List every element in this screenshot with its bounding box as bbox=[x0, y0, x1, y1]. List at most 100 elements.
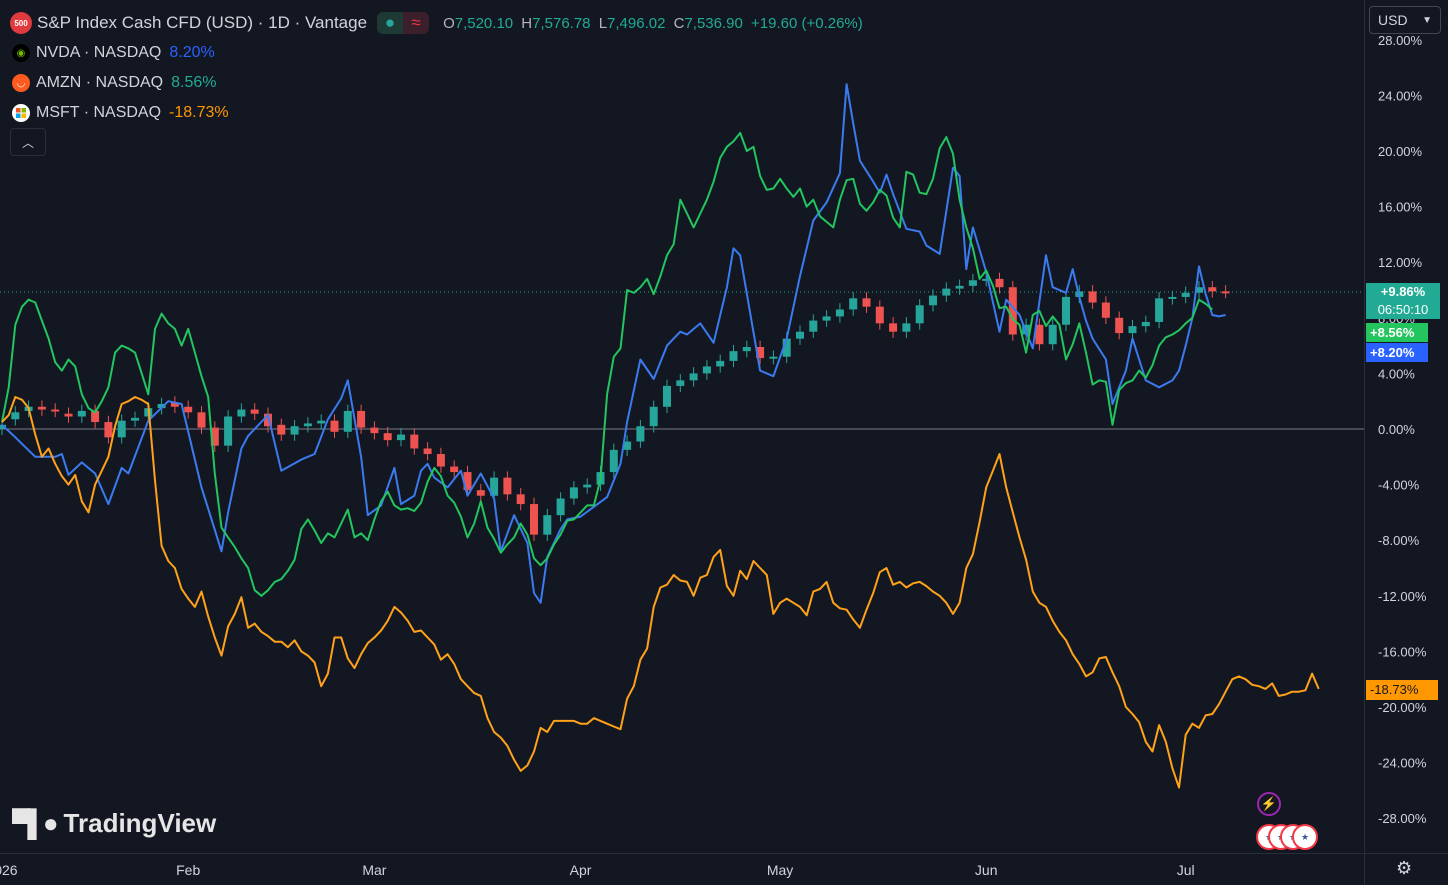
legend-row-nvda[interactable]: ◉ NVDA · NASDAQ 8.20% bbox=[10, 38, 863, 68]
candle bbox=[1062, 290, 1070, 332]
candle-body bbox=[77, 410, 86, 417]
us-flag-icon: ★ bbox=[1292, 824, 1318, 850]
nvda-price-tag: +8.20% bbox=[1366, 343, 1428, 362]
candle bbox=[503, 471, 512, 501]
tradingview-logo[interactable]: ▀▌● TradingView bbox=[12, 808, 216, 839]
legend-row-msft[interactable]: MSFT · NASDAQ -18.73% bbox=[10, 98, 863, 128]
lightning-icon[interactable]: ⚡ bbox=[1257, 792, 1281, 816]
candle bbox=[569, 481, 578, 505]
candle-body bbox=[423, 448, 432, 455]
candle-body bbox=[782, 338, 791, 357]
candle-body bbox=[569, 487, 578, 499]
y-tick-label: 4.00% bbox=[1378, 366, 1415, 381]
candle bbox=[929, 289, 937, 312]
candle bbox=[463, 465, 472, 497]
delayed-data-icon: ≈ bbox=[403, 12, 430, 34]
candle-body bbox=[1168, 296, 1177, 299]
y-tick-label: 12.00% bbox=[1378, 255, 1423, 270]
economic-events-markers[interactable]: ★ ★ ★ ★ bbox=[1256, 824, 1318, 850]
candle-body bbox=[357, 410, 366, 428]
candle-body bbox=[929, 295, 937, 306]
candle-body bbox=[530, 504, 538, 535]
nvda-series-line bbox=[1, 83, 1226, 604]
candle bbox=[370, 421, 379, 440]
candle-body bbox=[1035, 324, 1044, 345]
candle-body bbox=[942, 288, 951, 296]
candle bbox=[1221, 285, 1230, 299]
candle bbox=[343, 404, 352, 439]
candle-body bbox=[1195, 287, 1203, 293]
candle bbox=[822, 310, 831, 327]
main-symbol-title[interactable]: S&P Index Cash CFD (USD) · 1D · Vantage bbox=[37, 13, 368, 32]
candle bbox=[11, 406, 20, 426]
y-tick-label: -28.00% bbox=[1378, 811, 1427, 826]
candle-body bbox=[982, 278, 991, 281]
candle bbox=[1128, 319, 1137, 340]
candle-body bbox=[1181, 292, 1190, 297]
main-price-tag: +9.86% 06:50:10 bbox=[1366, 283, 1440, 319]
candle bbox=[157, 397, 166, 415]
candle bbox=[889, 317, 898, 338]
candle bbox=[1115, 311, 1124, 340]
candle bbox=[476, 483, 485, 502]
candle-body bbox=[742, 346, 751, 352]
candle-body bbox=[609, 449, 618, 473]
main-symbol-row[interactable]: 500 S&P Index Cash CFD (USD) · 1D · Vant… bbox=[10, 8, 863, 38]
candle-body bbox=[556, 498, 565, 516]
candle-body bbox=[955, 285, 964, 289]
candle-body bbox=[104, 422, 113, 438]
candle bbox=[689, 367, 698, 387]
y-tick-label: -12.00% bbox=[1378, 589, 1427, 604]
candle bbox=[663, 379, 671, 414]
gear-icon[interactable]: ⚙ bbox=[1396, 858, 1413, 878]
tradingview-wordmark: TradingView bbox=[63, 808, 217, 838]
candle-body bbox=[716, 360, 725, 367]
candle bbox=[623, 435, 632, 457]
candle-body bbox=[224, 416, 233, 446]
chevron-up-icon: ︿ bbox=[21, 135, 34, 150]
candle bbox=[250, 403, 259, 420]
candle-body bbox=[117, 420, 126, 438]
legend-row-amzn[interactable]: ◡ AMZN · NASDAQ 8.56% bbox=[10, 68, 863, 98]
candle bbox=[450, 460, 459, 479]
microsoft-logo-icon bbox=[12, 104, 30, 122]
candle-body bbox=[157, 403, 166, 409]
candle bbox=[636, 419, 645, 448]
candle-body bbox=[410, 434, 419, 449]
candle-body bbox=[503, 477, 512, 495]
candle bbox=[330, 414, 339, 439]
candle bbox=[995, 272, 1004, 294]
y-tick-label: -8.00% bbox=[1378, 533, 1420, 548]
collapse-legend-button[interactable]: ︿ bbox=[10, 128, 46, 156]
currency-selector[interactable]: USD ▼ bbox=[1369, 6, 1441, 34]
candle bbox=[968, 274, 977, 293]
candle bbox=[436, 447, 445, 473]
candle-body bbox=[197, 412, 206, 428]
candle-body bbox=[1115, 317, 1124, 334]
candle-body bbox=[277, 424, 286, 435]
status-pill[interactable]: ● ≈ bbox=[377, 12, 430, 34]
candle bbox=[210, 421, 219, 452]
candle bbox=[955, 279, 964, 295]
candle bbox=[37, 400, 46, 416]
market-open-icon: ● bbox=[377, 12, 404, 34]
legend-value: 8.56% bbox=[171, 74, 217, 91]
candle bbox=[875, 300, 884, 330]
candle-body bbox=[835, 309, 844, 317]
candle-body bbox=[1208, 287, 1217, 292]
candle bbox=[915, 299, 924, 330]
candle bbox=[357, 404, 366, 434]
candle-body bbox=[490, 477, 499, 496]
candle bbox=[1048, 318, 1057, 351]
candle-body bbox=[1101, 302, 1110, 318]
candle bbox=[769, 350, 778, 365]
candle bbox=[862, 292, 871, 313]
candle bbox=[383, 426, 392, 447]
x-tick-label: Apr bbox=[570, 862, 592, 878]
candle-body bbox=[1155, 298, 1164, 322]
candle-body bbox=[1221, 291, 1230, 294]
candle-body bbox=[902, 323, 911, 332]
main-pct-label: +9.86% bbox=[1380, 284, 1426, 299]
candle-body bbox=[397, 434, 405, 441]
